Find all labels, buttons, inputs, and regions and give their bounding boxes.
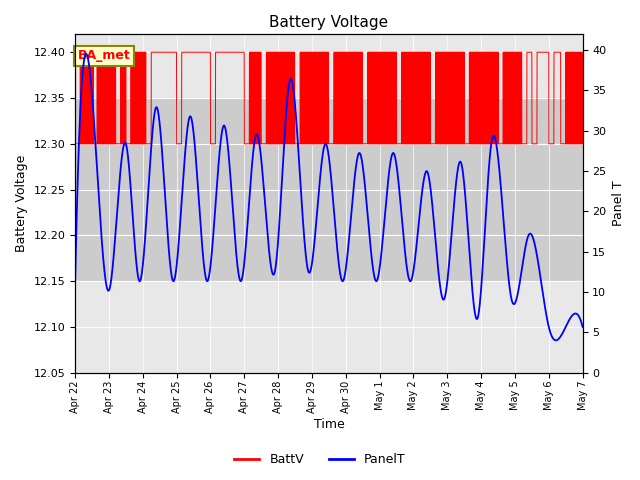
Legend: BattV, PanelT: BattV, PanelT <box>229 448 411 471</box>
X-axis label: Time: Time <box>314 419 344 432</box>
Y-axis label: Battery Voltage: Battery Voltage <box>15 155 28 252</box>
Title: Battery Voltage: Battery Voltage <box>269 15 388 30</box>
Y-axis label: Panel T: Panel T <box>612 180 625 226</box>
Text: BA_met: BA_met <box>77 49 131 62</box>
Bar <box>75 98 582 281</box>
